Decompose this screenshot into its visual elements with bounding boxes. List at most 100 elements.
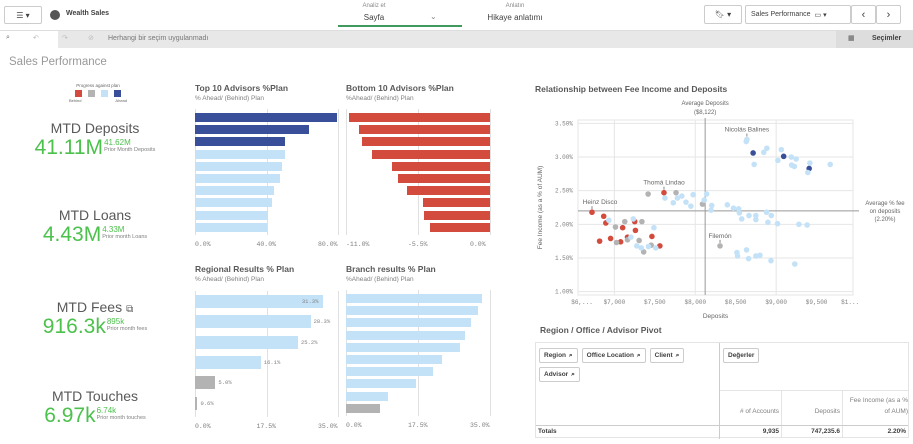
scatter-point[interactable]: [788, 154, 795, 160]
scatter-point[interactable]: [734, 253, 741, 259]
scatter-point[interactable]: [738, 216, 745, 222]
tab-analyze[interactable]: Analiz et Sayfa ⌄: [338, 0, 462, 27]
scatter-point[interactable]: [796, 221, 802, 228]
scatter-point[interactable]: [679, 193, 685, 199]
bar[interactable]: [362, 137, 490, 147]
scatter-point[interactable]: [617, 239, 624, 245]
scatter-point[interactable]: [661, 189, 667, 196]
step-forward-icon[interactable]: ↷: [62, 35, 68, 42]
scatter-point[interactable]: [708, 207, 714, 213]
scatter-point[interactable]: [793, 156, 799, 162]
scatter-chart[interactable]: 3.50% 3.00% 2.50% 2.00% 1.50% 1.00% $6,... $7,0…: [530, 95, 913, 320]
scatter-point[interactable]: [701, 197, 708, 203]
scatter-point[interactable]: [670, 199, 677, 206]
smart-search-icon[interactable]: ⌕: [6, 34, 10, 41]
scatter-point[interactable]: [764, 145, 770, 152]
bar[interactable]: [195, 186, 275, 196]
next-sheet-button[interactable]: ›: [876, 5, 901, 24]
scatter-point[interactable]: [753, 212, 759, 219]
bar[interactable]: [392, 161, 490, 171]
scatter-point[interactable]: [634, 243, 640, 249]
external-link-icon[interactable]: ⧉: [126, 304, 134, 315]
scatter-point[interactable]: [612, 224, 619, 230]
scatter-point[interactable]: [778, 146, 785, 153]
scatter-point[interactable]: [717, 243, 723, 249]
scatter-point[interactable]: [804, 169, 811, 176]
bar[interactable]: [346, 403, 381, 413]
bar[interactable]: [397, 174, 490, 183]
bar[interactable]: [195, 315, 311, 329]
scatter-point[interactable]: [751, 161, 757, 168]
bar[interactable]: [195, 137, 286, 147]
bar[interactable]: [346, 318, 472, 328]
bar[interactable]: [195, 295, 323, 308]
scatter-point[interactable]: [613, 239, 620, 246]
scatter-point[interactable]: [640, 249, 647, 255]
scatter-point[interactable]: [589, 209, 595, 216]
scatter-point[interactable]: [596, 238, 603, 244]
column-header[interactable]: Deposits: [814, 408, 840, 415]
scatter-point[interactable]: [730, 205, 737, 211]
scatter-point[interactable]: [746, 212, 752, 219]
bar[interactable]: [195, 113, 337, 122]
column-header[interactable]: # of Accounts: [739, 408, 779, 415]
scatter-point[interactable]: [630, 216, 637, 222]
bar[interactable]: [346, 367, 434, 377]
scatter-point[interactable]: [690, 191, 696, 198]
scatter-point[interactable]: [662, 195, 668, 201]
bar[interactable]: [346, 294, 483, 303]
scatter-point[interactable]: [645, 191, 651, 197]
tab-story[interactable]: Anlatın Hikaye anlatımı: [478, 0, 552, 27]
bar[interactable]: [195, 355, 261, 369]
scatter-point[interactable]: [763, 209, 770, 216]
chevron-down-icon[interactable]: ⌄: [430, 12, 437, 21]
scatter-point[interactable]: [683, 199, 689, 205]
bar[interactable]: [407, 186, 490, 196]
bar[interactable]: [195, 198, 272, 208]
bar[interactable]: [346, 379, 417, 389]
selections-button[interactable]: ▦ Seçimler: [836, 31, 913, 48]
scatter-point[interactable]: [645, 243, 652, 250]
dim-chip-region[interactable]: Region ⌕: [539, 348, 578, 363]
scatter-point[interactable]: [652, 245, 659, 251]
bar[interactable]: [346, 306, 478, 316]
scatter-point[interactable]: [688, 203, 694, 209]
bar[interactable]: [195, 210, 268, 220]
bar[interactable]: [195, 125, 309, 135]
scatter-point[interactable]: [628, 234, 634, 240]
pivot-table[interactable]: Region ⌕ Office Location ⌕ Client ⌕ Advisor…: [535, 342, 909, 439]
bar[interactable]: [195, 396, 198, 410]
scatter-point[interactable]: [753, 216, 759, 223]
bookmark-button[interactable]: 🔖︎ ▾: [704, 5, 742, 24]
scatter-point[interactable]: [791, 163, 798, 170]
scatter-point[interactable]: [791, 261, 798, 267]
values-chip[interactable]: Değerler: [723, 348, 760, 363]
scatter-point[interactable]: [827, 161, 833, 168]
scatter-point[interactable]: [619, 224, 626, 231]
sheet-selector[interactable]: Sales Performance ▭ ▾: [745, 5, 851, 24]
scatter-point[interactable]: [757, 252, 763, 259]
menu-button[interactable]: ☰ ▾: [4, 6, 42, 24]
bar[interactable]: [195, 335, 298, 349]
bar[interactable]: [195, 376, 216, 390]
scatter-point[interactable]: [736, 210, 743, 216]
bar[interactable]: [195, 161, 282, 171]
scatter-point[interactable]: [632, 227, 639, 234]
scatter-point[interactable]: [807, 160, 813, 166]
scatter-point[interactable]: [780, 153, 787, 160]
scatter-point[interactable]: [775, 157, 781, 164]
scatter-point[interactable]: [651, 224, 657, 231]
scatter-point[interactable]: [750, 150, 756, 156]
scatter-point[interactable]: [673, 189, 679, 196]
bar[interactable]: [372, 149, 490, 159]
bar[interactable]: [346, 391, 389, 401]
bar[interactable]: [359, 125, 490, 135]
previous-sheet-button[interactable]: ‹: [851, 5, 876, 24]
scatter-point[interactable]: [600, 213, 607, 220]
scatter-point[interactable]: [743, 247, 750, 253]
bar[interactable]: [195, 149, 285, 159]
bar[interactable]: [346, 355, 442, 364]
bar[interactable]: [348, 113, 490, 122]
scatter-point[interactable]: [639, 218, 645, 225]
scatter-point[interactable]: [607, 235, 614, 242]
